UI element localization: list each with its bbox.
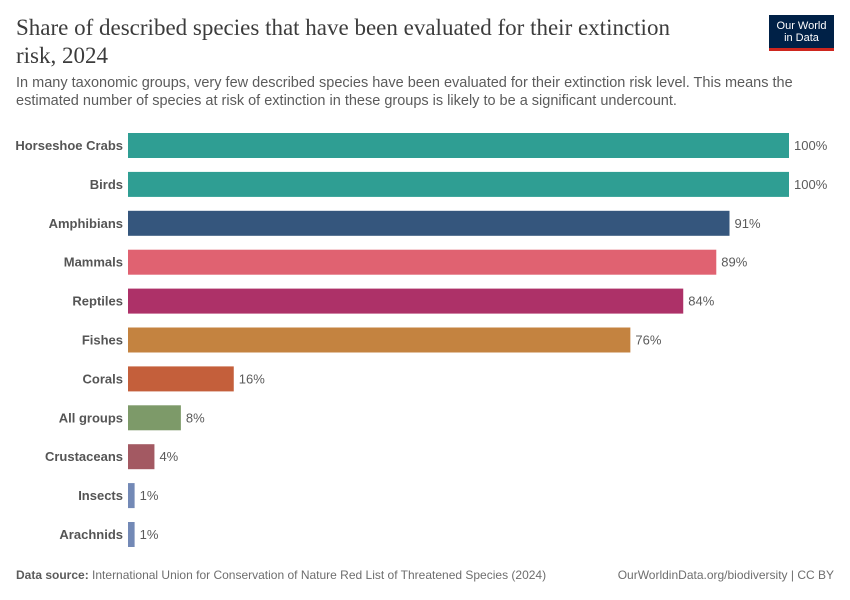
category-label: Reptiles	[72, 294, 123, 309]
value-label: 1%	[140, 488, 159, 503]
data-source: Data source: International Union for Con…	[16, 568, 546, 582]
value-label: 8%	[186, 410, 205, 425]
bar-amphibians[interactable]	[128, 210, 730, 236]
bar-all-groups[interactable]	[128, 405, 181, 431]
bar-crustaceans[interactable]	[128, 444, 155, 470]
category-label: Fishes	[82, 333, 123, 348]
category-label: Horseshoe Crabs	[15, 138, 123, 153]
category-label: Mammals	[64, 255, 123, 270]
chart-subtitle: In many taxonomic groups, very few descr…	[16, 75, 793, 109]
bar-insects[interactable]	[128, 483, 135, 509]
bar-corals[interactable]	[128, 366, 234, 392]
bar-arachnids[interactable]	[128, 522, 135, 547]
value-label: 84%	[688, 294, 714, 309]
category-label: Corals	[83, 371, 123, 386]
category-label: Arachnids	[59, 527, 123, 542]
footer: Data source: International Union for Con…	[16, 568, 834, 582]
value-label: 89%	[721, 255, 747, 270]
value-label: 16%	[239, 371, 265, 386]
owid-logo[interactable]: Our World in Data	[769, 15, 834, 51]
bar-birds[interactable]	[128, 171, 789, 197]
logo-line-2: in Data	[784, 32, 819, 44]
logo-line-1: Our World	[776, 20, 827, 32]
value-label: 4%	[159, 449, 178, 464]
credit-link[interactable]: OurWorldinData.org/biodiversity | CC BY	[617, 568, 834, 582]
bar-chart: Horseshoe Crabs 100% Birds 100% Amphibians 91…	[15, 133, 828, 547]
category-label: Amphibians	[49, 216, 123, 231]
data-source-label: Data source:	[16, 568, 89, 582]
value-label: 100%	[794, 138, 828, 153]
category-label: Crustaceans	[45, 449, 123, 464]
category-label: Insects	[78, 488, 123, 503]
bar-mammals[interactable]	[128, 249, 717, 275]
value-label: 91%	[735, 216, 761, 231]
data-source-text[interactable]: International Union for Conservation of …	[92, 568, 547, 582]
bar-fishes[interactable]	[128, 327, 631, 353]
category-label: Birds	[90, 177, 123, 192]
bar-horseshoe-crabs[interactable]	[128, 133, 789, 158]
category-label: All groups	[59, 410, 123, 425]
value-label: 76%	[635, 333, 661, 348]
value-label: 100%	[794, 177, 828, 192]
value-label: 1%	[140, 527, 159, 542]
bar-reptiles[interactable]	[128, 288, 684, 314]
chart-title: Share of described species that have bee…	[16, 15, 670, 68]
